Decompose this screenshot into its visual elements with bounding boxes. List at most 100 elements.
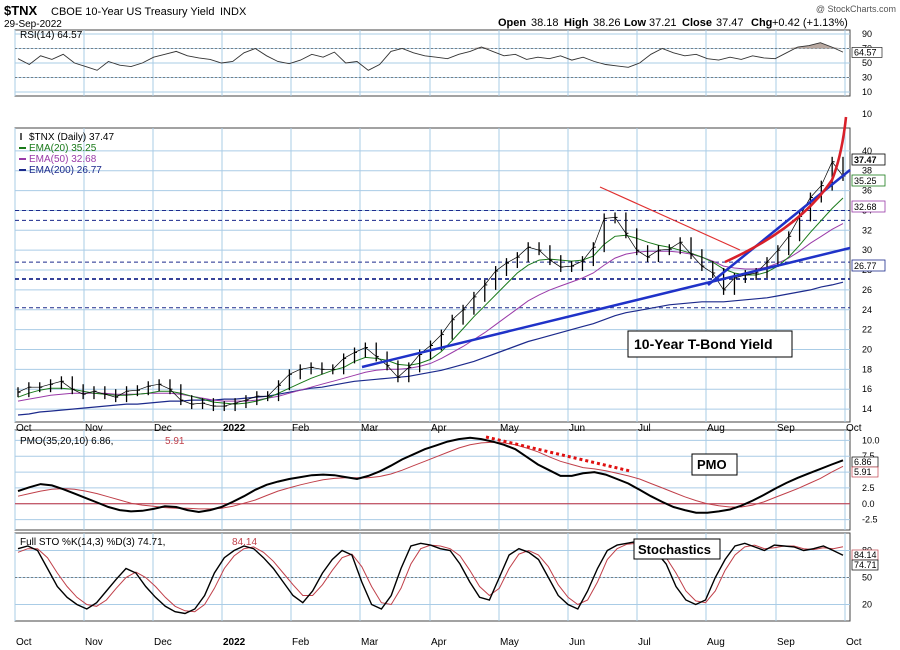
rsi-tick-label: 90 [862,29,872,39]
pmo-tick-label: 10.0 [862,435,880,445]
pmo-tick-label: 2.5 [862,483,875,493]
price-tick-label: 16 [862,384,872,394]
panel-frames [14,29,851,622]
sto-legend-d: 84.14 [232,537,257,548]
pmo-legend-signal: 5.91 [165,436,185,447]
x-tick-label: Apr [431,637,447,648]
x-tick-label: Jul [638,423,651,434]
x-tick-label: Aug [707,637,725,648]
labels-layer: OctOctNovNovDecDec20222022FebFebMarMarAp… [16,30,886,648]
price-value-label: 37.47 [854,155,877,165]
instrument-name: CBOE 10-Year US Treasury Yield [51,6,214,18]
pmo-value-label: 6.86 [854,457,872,467]
price-value-box [851,200,886,213]
price-tick-label: 20 [862,344,872,354]
stochastics-label-box [633,538,721,560]
rsi-tick-label: 10 [862,87,872,97]
x-tick-label: May [500,637,519,648]
parabolic-curve [724,116,848,264]
pmo-panel [14,429,851,531]
symbol: $TNX [4,3,38,18]
sto-k-line [17,540,844,615]
price-legend-entry: EMA(20) 35.25 [29,143,97,154]
pmo-value-label: 5.91 [854,467,872,477]
x-tick-label: Apr [431,423,447,434]
x-tick-label: Sep [777,637,795,648]
x-tick-label: Oct [846,423,862,434]
sto-value-label: 74.71 [854,560,877,570]
price-tick-label: 14 [862,404,872,414]
rsi-tick-label: 30 [862,73,872,83]
price-tick-label: 36 [862,186,872,196]
pmo-value-box [851,466,879,478]
price-value-box [851,153,886,166]
low-label: Low [624,17,646,29]
rsi-line [17,42,844,71]
pmo-line [17,436,844,514]
pmo-divergence-line [485,435,631,473]
open-label: Open [498,17,526,29]
long-term-trendline [361,246,851,369]
close-label: Close [682,17,712,29]
open-value: 38.18 [531,17,559,29]
price-tick-label: 32 [862,225,872,235]
series-layer [17,42,846,615]
sto-legend: Full STO %K(14,3) %D(3) 74.71, [20,537,165,548]
x-tick-label: Mar [361,423,379,434]
sto-value-label: 84.14 [854,550,877,560]
exchange: INDX [220,6,247,18]
rsi-tick-label: 50 [862,58,872,68]
annotation-layer: 10-Year T-Bond Yield PMO Stochastics [361,116,851,560]
price-tick-label: 26 [862,285,872,295]
sto-tick-label: 20 [862,600,872,610]
price-legend-entry: EMA(50) 32.68 [29,154,97,165]
price-value-label: 32.68 [854,202,877,212]
price-tick-label: 30 [862,245,872,255]
price-panel [14,127,851,423]
rsi-value-box [851,47,883,58]
x-tick-label: Aug [707,423,725,434]
chart-date: 29-Sep-2022 [4,19,62,30]
declining-tops-line [599,186,741,251]
price-tick-label: 18 [862,364,872,374]
x-tick-label: Nov [85,637,103,648]
ema-line-3 [17,281,844,416]
pmo-signal-line [17,441,844,510]
x-tick-label: 2022 [223,423,246,434]
price-value-box [851,259,886,272]
x-tick-label: Jul [638,637,651,648]
x-tick-label: Dec [154,637,172,648]
rsi-legend: RSI(14) 64.57 [20,30,83,41]
x-tick-label: May [500,423,519,434]
price-legend-entry: $TNX (Daily) 37.47 [29,132,114,143]
x-tick-label: Feb [292,423,310,434]
pmo-tick-label: -2.5 [862,515,878,525]
x-tick-label: Oct [846,637,862,648]
x-tick-label: Mar [361,637,379,648]
price-tick-label: 10 [862,109,872,119]
pmo-label-box [691,453,738,476]
watermark: @ StockCharts.com [816,4,896,14]
x-tick-label: Feb [292,637,310,648]
close-value: 37.47 [716,17,744,29]
axes-layer: 9070503010141618202224262830323436384010… [862,29,880,610]
price-tick-label: 40 [862,146,872,156]
rsi-value-label: 64.57 [854,47,877,57]
chart-title: 10-Year T-Bond Yield [634,336,773,352]
price-tick-label: 38 [862,166,872,176]
stochastics-label: Stochastics [638,542,711,557]
price-value-label: 26.77 [854,261,877,271]
pmo-tick-label: 0.0 [862,499,875,509]
price-value-label: 35.25 [854,176,877,186]
x-tick-label: Oct [16,423,32,434]
x-tick-label: Jun [569,423,585,434]
x-tick-label: Dec [154,423,172,434]
sto-tick-label: 50 [862,573,872,583]
sto-value-box [851,559,879,571]
pmo-legend: PMO(35,20,10) 6.86, [20,436,113,447]
low-value: 37.21 [649,17,677,29]
x-tick-label: Jun [569,637,585,648]
chg-value: +0.42 (+1.13%) [772,17,848,29]
high-label: High [564,17,589,29]
